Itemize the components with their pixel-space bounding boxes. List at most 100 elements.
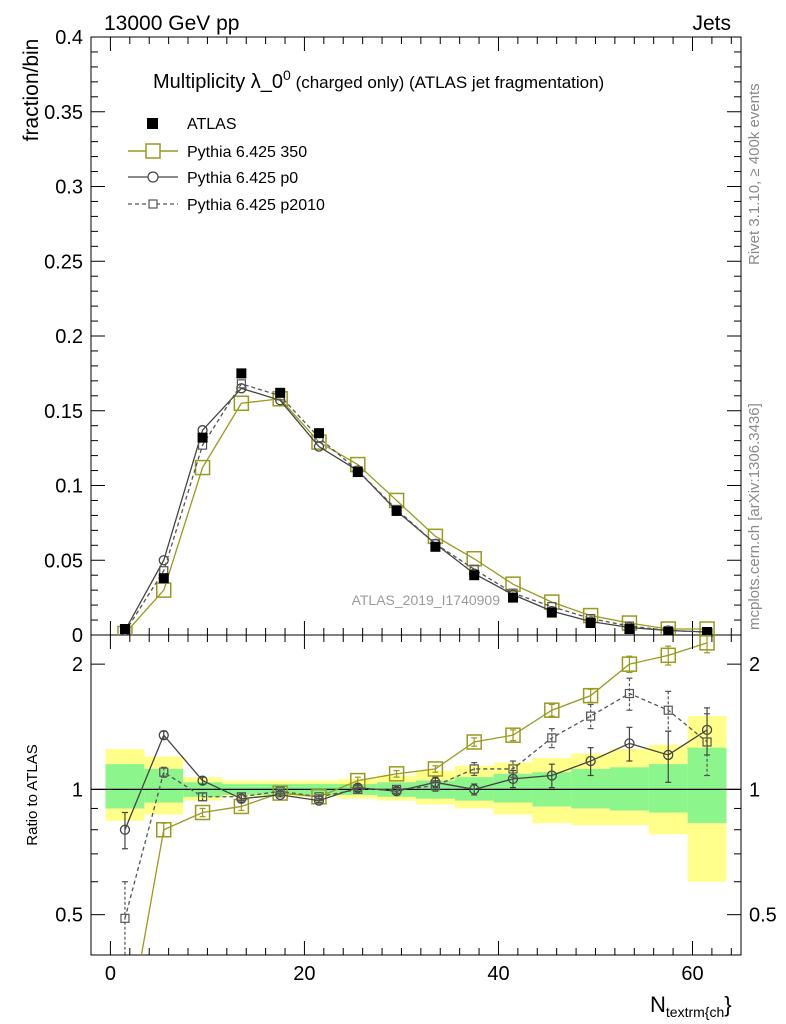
ratio-point-pythia-350	[544, 702, 560, 718]
header-process-label: Jets	[692, 12, 731, 35]
ratio-point-pythia-p2010	[430, 781, 441, 791]
ratio-y-tick-label-right: 0.5	[749, 905, 777, 927]
ratio-point-pythia-350	[582, 687, 599, 704]
ratio-point-pythia-350	[194, 804, 211, 821]
main-line-pythia-6-425-p2010	[124, 383, 708, 633]
ratio-point-pythia-p2010	[353, 784, 363, 795]
main-y-tick-label: 0.35	[44, 102, 83, 124]
legend-marker-pythia-p2010	[148, 199, 158, 209]
header-energy-label: 13000 GeV pp	[104, 12, 239, 35]
legend: ATLAS Pythia 6.425 350 Pythia 6.425 p0 P…	[128, 116, 325, 214]
main-y-tick-label: 0.15	[44, 401, 83, 423]
main-point-atlas	[546, 607, 557, 618]
main-y-tick-label: 0.25	[44, 251, 83, 273]
ratio-y-axis-label: Ratio to ATLAS	[24, 744, 41, 845]
ratio-y-tick-label: 0.5	[55, 905, 83, 927]
ratio-point-pythia-p2010	[159, 767, 169, 777]
ratio-point-pythia-p2010	[120, 913, 130, 923]
ratio-point-pythia-p2010	[508, 764, 518, 774]
main-point-atlas	[702, 627, 713, 635]
ratio-point-pythia-p2010	[624, 688, 635, 699]
main-axes: 0 0.05 0.1 0.15 0.2 0.25 0.3 0.35 0.4	[44, 27, 741, 647]
ratio-y-tick-label-right: 2	[749, 654, 760, 676]
main-point-pythia-6-425-350	[660, 621, 676, 635]
ratio-point-pythia-p0	[663, 749, 674, 761]
ratio-series	[119, 635, 715, 955]
x-tick-label: 20	[293, 963, 315, 985]
legend-marker-pythia-p0	[147, 171, 159, 183]
ratio-point-pythia-350	[621, 656, 638, 672]
ratio-point-pythia-p0	[585, 755, 596, 767]
ratio-line-pythia-p0	[124, 729, 708, 830]
legend-marker-atlas	[147, 118, 158, 129]
main-point-pythia-6-425-350	[194, 459, 211, 476]
ratio-point-pythia-350	[505, 727, 521, 743]
main-y-tick-label: 0	[72, 625, 83, 647]
analysis-watermark: ATLAS_2019_I1740909	[352, 592, 501, 608]
ratio-point-pythia-p2010	[547, 733, 557, 743]
x-tick-label: 60	[681, 963, 703, 985]
main-point-pythia-6-425-p0	[158, 555, 169, 566]
main-point-atlas	[469, 570, 480, 581]
ratio-point-pythia-350	[660, 647, 676, 664]
main-point-atlas	[197, 432, 208, 443]
legend-label-pythia-p0: Pythia 6.425 p0	[187, 170, 298, 187]
main-y-axis-label: fraction/bin	[20, 39, 43, 142]
ratio-y-tick-label: 2	[72, 654, 83, 676]
rivet-version-label: Rivet 3.1.10, ≥ 400k events	[746, 83, 763, 265]
main-y-tick-label: 0.05	[44, 550, 83, 572]
main-y-tick-label: 0.4	[55, 27, 83, 49]
chart-title: Multiplicity λ_00 (charged only) (ATLAS …	[153, 67, 604, 93]
legend-marker-pythia-350	[145, 143, 161, 159]
ratio-point-pythia-p0	[158, 730, 169, 741]
legend-entry-pythia-p2010: Pythia 6.425 p2010	[128, 197, 325, 214]
main-point-atlas	[391, 505, 402, 516]
x-axis-label: Ntextrm{ch}	[650, 992, 732, 1020]
main-point-atlas	[624, 624, 635, 635]
ratio-point-pythia-p2010	[469, 764, 479, 774]
ratio-point-pythia-p0	[197, 775, 208, 786]
ratio-point-pythia-p2010	[663, 705, 673, 715]
main-point-pythia-6-425-p2010	[236, 379, 246, 389]
ratio-band-green	[105, 764, 145, 809]
ratio-point-pythia-p2010	[314, 792, 324, 802]
legend-entry-pythia-350: Pythia 6.425 350	[128, 143, 307, 161]
legend-entry-atlas: ATLAS	[147, 116, 237, 133]
main-point-atlas	[430, 541, 441, 552]
ratio-point-pythia-350	[311, 789, 327, 805]
ratio-point-pythia-p0	[507, 773, 519, 785]
main-point-atlas	[508, 592, 519, 603]
main-y-tick-label: 0.2	[55, 326, 83, 348]
ratio-uncertainty-bands	[105, 716, 727, 882]
ratio-point-pythia-p2010	[702, 737, 712, 747]
main-point-atlas	[275, 387, 286, 398]
legend-entry-pythia-p0: Pythia 6.425 p0	[128, 170, 298, 187]
main-point-atlas	[663, 627, 674, 635]
main-point-atlas	[585, 618, 596, 629]
ratio-point-pythia-p2010	[197, 792, 208, 802]
ratio-point-pythia-p0	[469, 784, 480, 795]
ratio-point-pythia-350	[427, 761, 444, 777]
main-point-atlas	[236, 368, 247, 379]
main-line-pythia-6-425-350	[124, 398, 708, 634]
mcplots-reference-label: mcplots.cern.ch [arXiv:1306.3436]	[746, 403, 763, 630]
main-y-tick-label: 0.3	[55, 177, 83, 199]
ratio-point-pythia-p0	[624, 738, 635, 749]
legend-label-atlas: ATLAS	[187, 116, 237, 133]
main-point-atlas	[313, 428, 324, 439]
main-point-atlas	[119, 624, 130, 635]
main-point-atlas	[158, 573, 169, 584]
ratio-point-pythia-350	[388, 766, 405, 782]
ratio-point-pythia-p2010	[236, 792, 246, 802]
main-point-pythia-6-425-350	[233, 395, 250, 412]
main-point-atlas	[352, 467, 363, 478]
ratio-point-pythia-350	[156, 821, 172, 838]
ratio-point-pythia-350	[699, 635, 715, 651]
x-tick-label: 40	[487, 963, 509, 985]
ratio-point-pythia-p0	[119, 824, 131, 835]
ratio-point-pythia-p2010	[391, 784, 402, 795]
ratio-plot-frame	[90, 634, 742, 956]
main-series	[117, 368, 715, 635]
ratio-point-pythia-350	[466, 734, 482, 750]
ratio-point-pythia-p2010	[586, 711, 596, 721]
